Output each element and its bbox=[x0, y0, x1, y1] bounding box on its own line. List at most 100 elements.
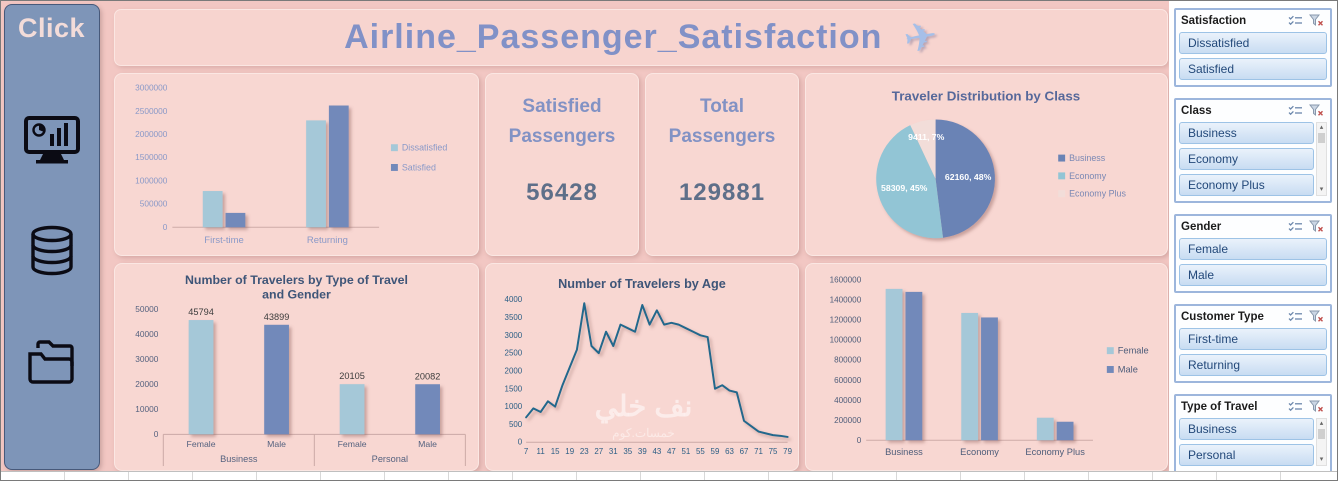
slicer-header: Customer Type bbox=[1179, 308, 1327, 328]
legend-label: Female bbox=[1118, 346, 1149, 356]
chart-svg-travelers_by_class_and_gender: 0 200000 400000 600000 800000 1000000 1200000 1… bbox=[830, 276, 1149, 458]
slicer-item-economy-plus[interactable]: Economy Plus bbox=[1179, 174, 1314, 196]
multi-select-icon[interactable] bbox=[1286, 309, 1305, 324]
slicer-item-business[interactable]: Business bbox=[1179, 122, 1314, 144]
scroll-thumb[interactable] bbox=[1318, 133, 1325, 143]
grid-cell bbox=[385, 472, 449, 480]
slicer-title-type-of-travel: Type of Travel bbox=[1181, 400, 1258, 413]
sidebar-buttons bbox=[5, 44, 99, 469]
svg-text:63: 63 bbox=[725, 447, 734, 456]
svg-text:2500000: 2500000 bbox=[135, 106, 168, 116]
scroll-down-icon[interactable]: ▾ bbox=[1319, 186, 1324, 193]
chart-travelers-by-class-and-gender: 0 200000 400000 600000 800000 1000000 1200000 1… bbox=[805, 263, 1168, 471]
svg-text:0: 0 bbox=[163, 222, 168, 232]
chart-svg-travelers_by_type_of_travel_and_gender: Number of Travelers by Type of Traveland… bbox=[135, 273, 466, 467]
grid-cell bbox=[705, 472, 769, 480]
clear-filter-icon[interactable] bbox=[1307, 219, 1326, 234]
legend-label: Economy Plus bbox=[1069, 189, 1126, 199]
grid-cell bbox=[1217, 472, 1281, 480]
grid-cell bbox=[1025, 472, 1089, 480]
dashboard-nav-button[interactable] bbox=[21, 113, 83, 167]
kpi-value: 56428 bbox=[526, 178, 598, 206]
svg-text:71: 71 bbox=[754, 447, 763, 456]
slicer-item-dissatisfied[interactable]: Dissatisfied bbox=[1179, 32, 1327, 54]
svg-text:0: 0 bbox=[518, 438, 523, 447]
data-label: 43899 bbox=[264, 312, 290, 322]
clear-filter-icon[interactable] bbox=[1307, 399, 1326, 414]
slicer-item-business[interactable]: Business bbox=[1179, 418, 1314, 440]
pie-data-label: 9411, 7% bbox=[908, 132, 945, 142]
multi-select-icon[interactable] bbox=[1286, 13, 1305, 28]
sidebar: Click bbox=[4, 4, 100, 470]
pie-slice-economy bbox=[876, 125, 944, 239]
svg-text:500: 500 bbox=[509, 420, 523, 429]
age-line bbox=[525, 302, 789, 438]
chart-svg-traveler_distribution_by_class: Traveler Distribution by Class 62160, 48%… bbox=[876, 89, 1126, 239]
bar-male-economy-plus bbox=[1056, 421, 1074, 441]
slicer-item-returning[interactable]: Returning bbox=[1179, 354, 1327, 376]
svg-text:31: 31 bbox=[609, 447, 618, 456]
kpi-total-passengers-card: Total Passengers 129881 bbox=[645, 73, 799, 256]
multi-select-icon[interactable] bbox=[1286, 219, 1305, 234]
svg-text:23: 23 bbox=[580, 447, 589, 456]
scroll-down-icon[interactable]: ▾ bbox=[1319, 456, 1324, 463]
svg-text:Female: Female bbox=[187, 439, 216, 449]
svg-text:First-time: First-time bbox=[204, 235, 244, 246]
slicer-item-satisfied[interactable]: Satisfied bbox=[1179, 58, 1327, 80]
kpi-title: Satisfied Passengers bbox=[508, 96, 616, 148]
dashboard-title: Airline_Passenger_Satisfaction bbox=[344, 18, 883, 56]
svg-text:39: 39 bbox=[638, 447, 647, 456]
slicer-title-class: Class bbox=[1181, 104, 1212, 117]
svg-text:27: 27 bbox=[594, 447, 603, 456]
grid-cell bbox=[513, 472, 577, 480]
svg-text:1600000: 1600000 bbox=[830, 276, 862, 285]
grid-cell bbox=[1153, 472, 1217, 480]
monitor-chart-icon bbox=[23, 115, 81, 165]
svg-text:40000: 40000 bbox=[135, 329, 158, 339]
svg-text:11: 11 bbox=[537, 447, 546, 456]
svg-text:47: 47 bbox=[667, 447, 676, 456]
clear-filter-icon[interactable] bbox=[1307, 13, 1326, 28]
slicer-scrollbar[interactable]: ▴ ▾ bbox=[1316, 122, 1327, 196]
chart-travelers-by-age: Number of Travelers by Age 0 500 1000 1500 20… bbox=[485, 263, 799, 471]
legend-swatch bbox=[1058, 172, 1066, 180]
dashboard-title-bar: Airline_Passenger_Satisfaction ✈ bbox=[114, 9, 1168, 66]
svg-text:43: 43 bbox=[652, 447, 661, 456]
slicer-header: Gender bbox=[1179, 218, 1327, 238]
slicer-item-male[interactable]: Male bbox=[1179, 264, 1327, 286]
chart-satisfaction-by-customer-type: 0 500000 1000000 1500000 2000000 2500000 30000… bbox=[114, 73, 479, 256]
slicer-item-female[interactable]: Female bbox=[1179, 238, 1327, 260]
slicer-scrollbar[interactable]: ▴ ▾ bbox=[1316, 418, 1327, 466]
bar-dissatisfied-first-time bbox=[202, 191, 223, 228]
grid-cell bbox=[897, 472, 961, 480]
slicer-item-personal[interactable]: Personal bbox=[1179, 444, 1314, 466]
chart-svg-travelers_by_age: Number of Travelers by Age 0 500 1000 1500 20… bbox=[505, 277, 793, 456]
chart-title: Traveler Distribution by Class bbox=[892, 89, 1080, 104]
grid-cell bbox=[1089, 472, 1153, 480]
svg-text:800000: 800000 bbox=[834, 356, 862, 365]
clear-filter-icon[interactable] bbox=[1307, 309, 1326, 324]
pie-slice-economy-plus bbox=[910, 119, 936, 179]
slicer-header: Type of Travel bbox=[1179, 398, 1327, 418]
clear-filter-icon[interactable] bbox=[1307, 103, 1326, 118]
kpi-satisfied-passengers-card: Satisfied Passengers 56428 bbox=[485, 73, 639, 256]
folders-nav-button[interactable] bbox=[23, 336, 81, 388]
multi-select-icon[interactable] bbox=[1286, 103, 1305, 118]
kpi-title: Total Passengers bbox=[668, 96, 776, 148]
svg-text:2000000: 2000000 bbox=[135, 129, 168, 139]
slicer-gender: Gender Female Male bbox=[1174, 214, 1332, 293]
slicer-item-economy[interactable]: Economy bbox=[1179, 148, 1314, 170]
database-nav-button[interactable] bbox=[24, 223, 80, 281]
grid-cell bbox=[833, 472, 897, 480]
svg-text:55: 55 bbox=[696, 447, 705, 456]
multi-select-icon[interactable] bbox=[1286, 399, 1305, 414]
slicer-item-first-time[interactable]: First-time bbox=[1179, 328, 1327, 350]
svg-text:67: 67 bbox=[740, 447, 749, 456]
scroll-thumb[interactable] bbox=[1318, 429, 1325, 439]
scroll-up-icon[interactable]: ▴ bbox=[1319, 124, 1324, 131]
svg-text:1000000: 1000000 bbox=[830, 336, 862, 345]
bar-female-economy bbox=[961, 312, 979, 441]
grid-cell bbox=[449, 472, 513, 480]
bar-female-business bbox=[885, 288, 903, 441]
scroll-up-icon[interactable]: ▴ bbox=[1319, 420, 1324, 427]
